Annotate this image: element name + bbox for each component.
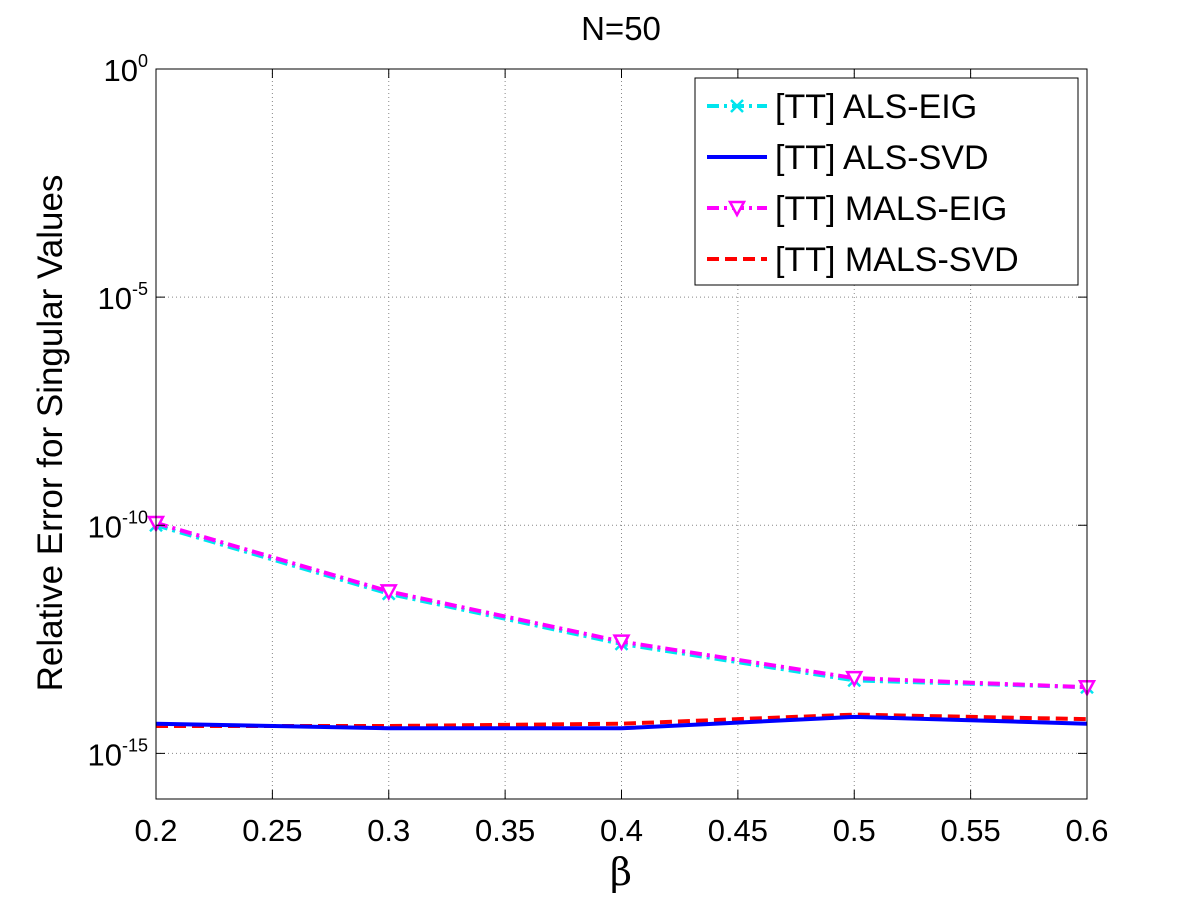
y-tick-label: 10-10 — [88, 507, 149, 544]
y-tick-labels: 100 10-5 10-10 10-15 — [88, 51, 149, 772]
y-axis-label: Relative Error for Singular Values — [31, 175, 70, 692]
legend: [TT] ALS-EIG [TT] ALS-SVD [TT] MALS-EIG [TT… — [694, 77, 1079, 286]
chart-title: N=50 — [581, 10, 661, 47]
x-tick-label: 0.35 — [475, 813, 535, 848]
legend-label: [TT] ALS-EIG — [775, 88, 977, 126]
data-point — [379, 584, 398, 602]
x-tick-label: 0.4 — [600, 813, 643, 848]
legend-label: [TT] MALS-SVD — [775, 241, 1019, 279]
legend-item: [TT] ALS-EIG — [707, 88, 977, 126]
legend-label: [TT] ALS-SVD — [775, 139, 989, 177]
legend-item: [TT] MALS-EIG — [707, 190, 1007, 228]
grid — [156, 69, 1087, 799]
x-marker-stroke — [730, 99, 744, 113]
x-tick-label: 0.5 — [833, 813, 876, 848]
y-tick-label: 100 — [104, 51, 149, 88]
legend-box — [694, 77, 1079, 286]
ticks — [155, 68, 1088, 799]
series-layer — [146, 515, 1097, 731]
x-tick-label: 0.25 — [242, 813, 302, 848]
legend-item: [TT] MALS-SVD — [707, 241, 1019, 279]
x-tick-labels: 0.2 0.25 0.3 0.35 0.4 0.45 0.5 0.55 0.6 — [134, 813, 1108, 848]
x-axis-label: β — [610, 850, 632, 894]
y-tick-label: 10-15 — [88, 735, 149, 772]
data-point — [845, 670, 864, 688]
series-line — [155, 714, 1088, 731]
x-tick-label: 0.2 — [134, 813, 177, 848]
legend-marker — [730, 99, 744, 113]
x-tick-label: 0.6 — [1065, 813, 1108, 848]
legend-marker — [727, 200, 747, 218]
x-tick-label: 0.55 — [940, 813, 1000, 848]
legend-label: [TT] MALS-EIG — [775, 190, 1007, 228]
legend-item: [TT] ALS-SVD — [707, 139, 989, 177]
data-point — [612, 634, 631, 652]
x-tick-label: 0.45 — [708, 813, 768, 848]
series-tt-als-svd — [155, 714, 1088, 731]
y-tick-label: 10-5 — [98, 279, 149, 316]
x-tick-label: 0.3 — [367, 813, 410, 848]
